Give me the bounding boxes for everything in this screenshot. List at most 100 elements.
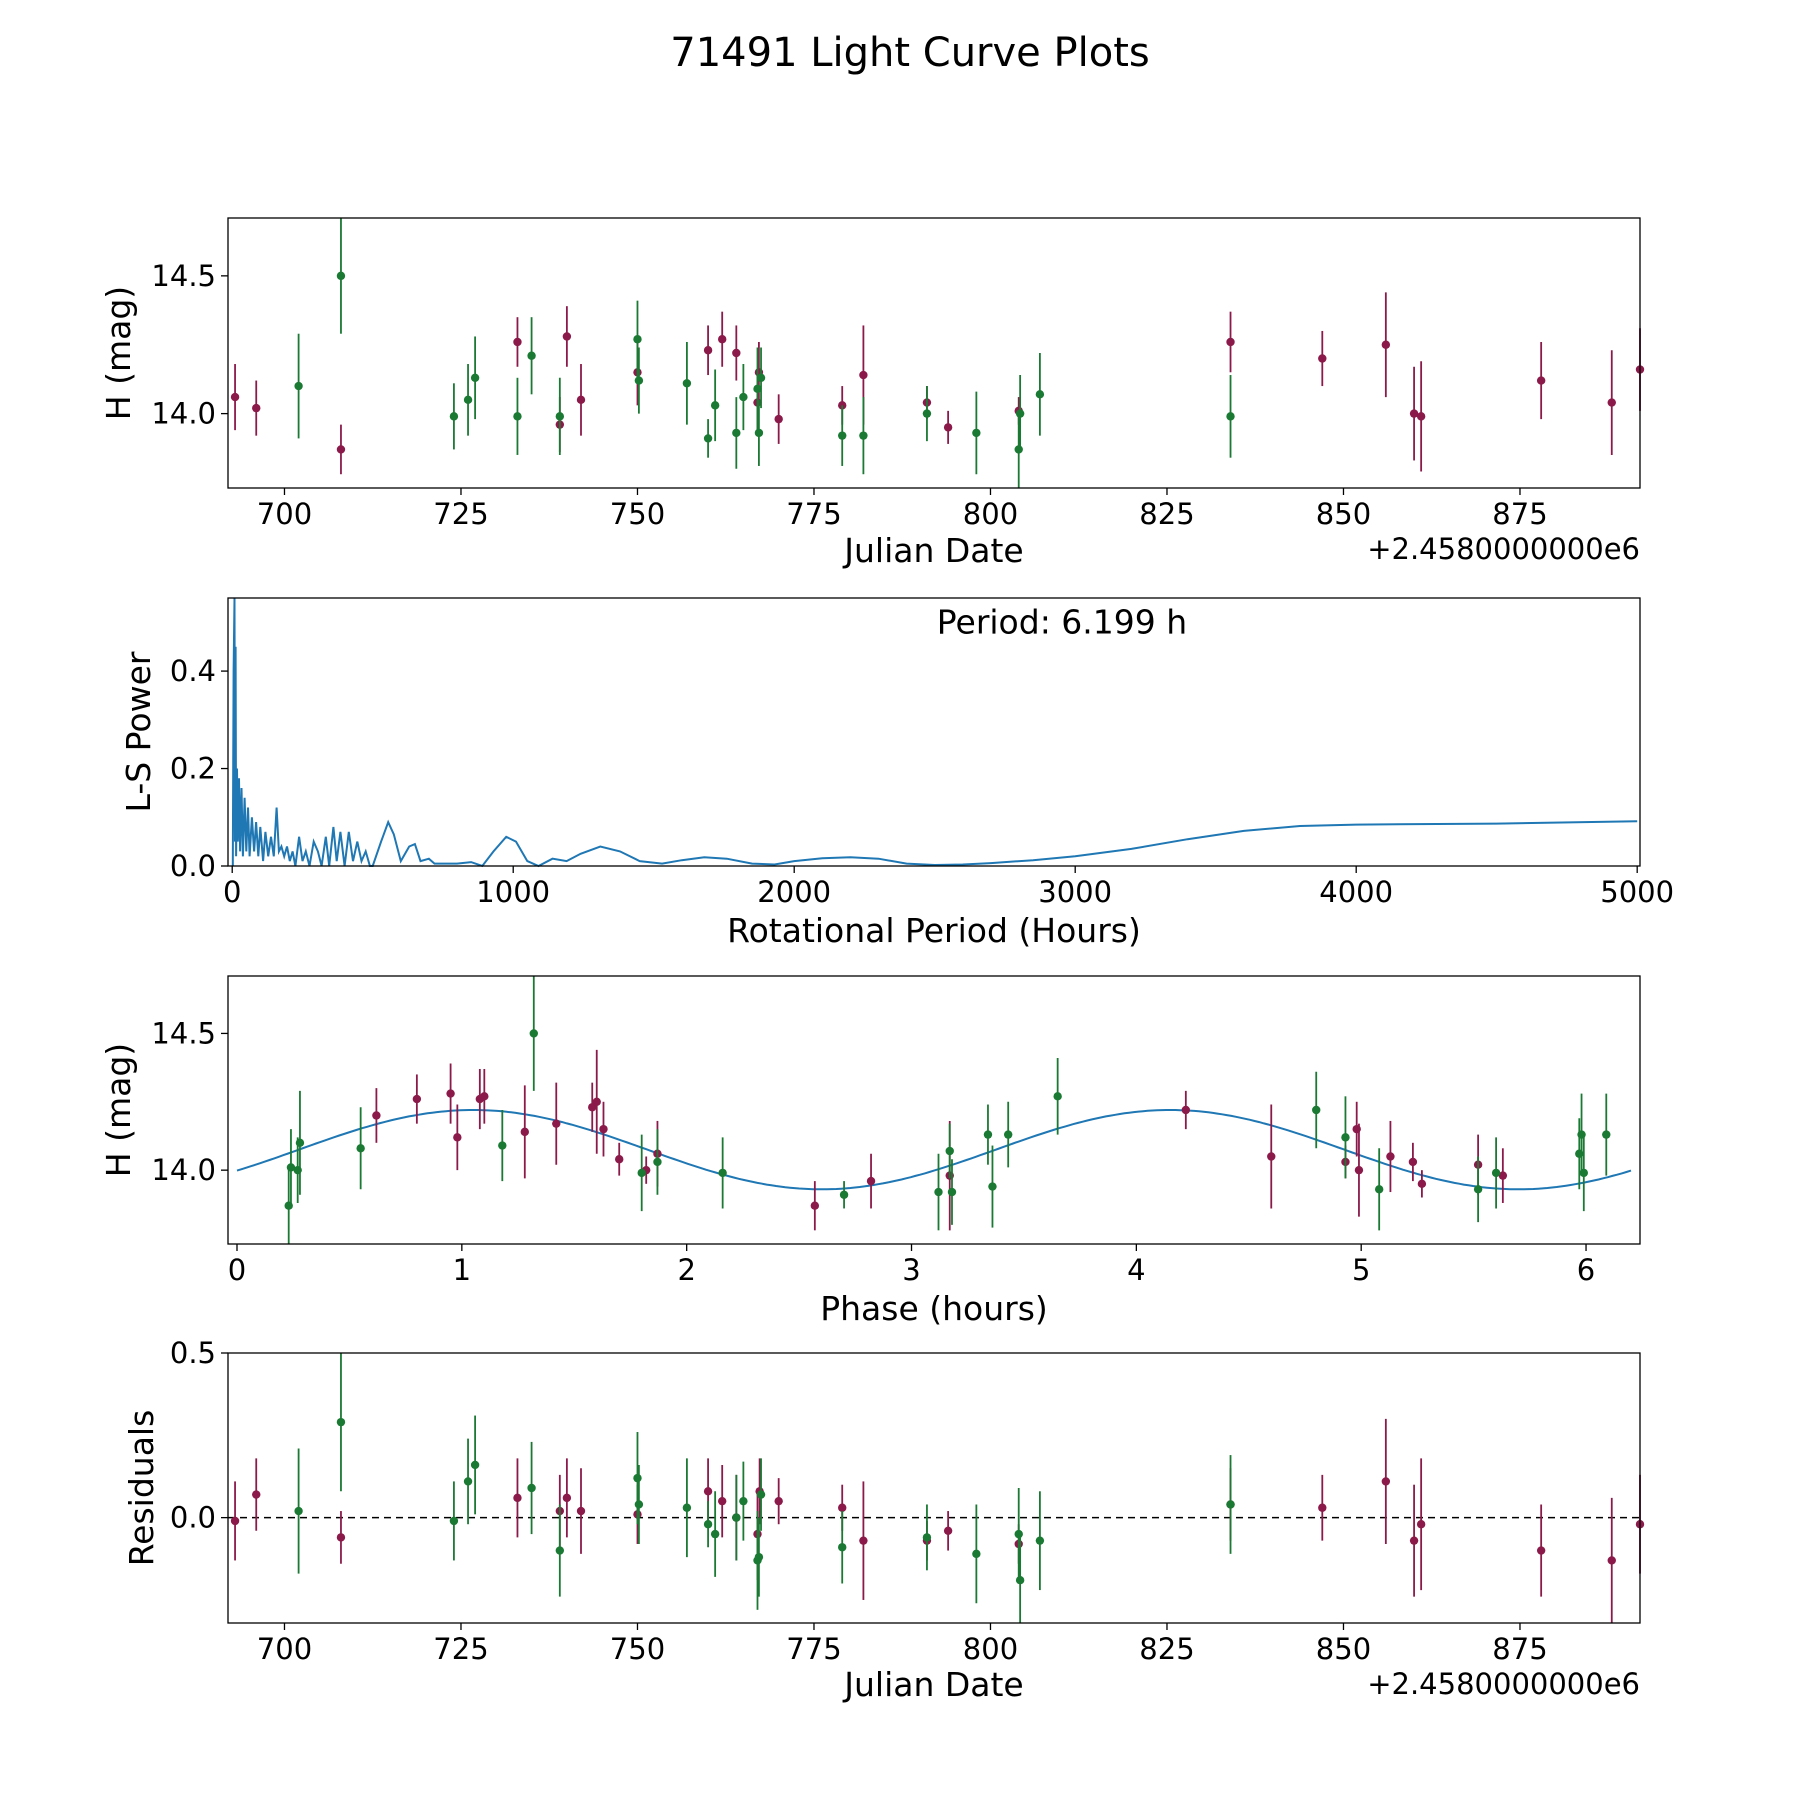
data-point-maroon <box>372 1111 381 1120</box>
data-point-green <box>739 1496 748 1506</box>
data-point-green <box>336 271 346 281</box>
residuals-x-ticks: 700 725 750 775 800 825 850 875 <box>257 1623 1548 1666</box>
data-point-green <box>1312 1105 1321 1115</box>
data-point-maroon <box>1267 1152 1276 1161</box>
data-point-maroon <box>412 1094 422 1104</box>
residuals-panel: 700 725 750 775 800 825 850 875 0.0 0.5 Julian D… <box>122 1336 1645 1704</box>
x-tick-label: 725 <box>433 497 488 531</box>
phase-y-label: H (mag) <box>99 1043 138 1177</box>
residuals-y-ticks: 0.0 0.5 <box>170 1336 228 1535</box>
x-tick-label: 850 <box>1316 1632 1371 1666</box>
data-point-maroon <box>1498 1171 1508 1180</box>
x-tick-label: 750 <box>610 1632 665 1666</box>
data-point-maroon <box>615 1155 624 1164</box>
data-point-green <box>1015 409 1025 418</box>
x-tick-label: 1000 <box>476 875 550 909</box>
residuals-offset-text: +2.4580000000e6 <box>1367 1667 1640 1701</box>
x-tick-label: 5000 <box>1600 875 1674 909</box>
x-tick-label: 825 <box>1139 1632 1194 1666</box>
phase-y-ticks: 14.0 14.5 <box>151 1016 228 1187</box>
data-point-maroon <box>562 332 572 341</box>
y-tick-label: 0.5 <box>170 1336 216 1370</box>
residuals-data <box>228 1353 1645 1623</box>
x-tick-label: 4000 <box>1319 875 1393 909</box>
data-point-green <box>633 1473 642 1483</box>
data-point-green <box>682 379 692 388</box>
lightcurve-panel: 700 725 750 775 800 825 850 875 14.0 14.5 Julian… <box>99 217 1645 570</box>
x-tick-label: 0 <box>223 875 241 909</box>
y-tick-label: 0.4 <box>170 654 216 688</box>
data-point-maroon <box>230 1516 240 1526</box>
residuals-y-label: Residuals <box>122 1410 161 1567</box>
data-point-maroon <box>1226 337 1235 347</box>
data-point-green <box>1035 1536 1045 1545</box>
data-point-green <box>294 381 303 391</box>
x-tick-label: 700 <box>257 1632 312 1666</box>
phase-x-ticks: 0 1 2 3 4 5 6 <box>228 1244 1595 1287</box>
data-point-maroon <box>703 1487 713 1496</box>
data-point-green <box>527 1483 536 1493</box>
data-point-green <box>555 412 565 421</box>
data-point-green <box>1602 1130 1611 1139</box>
data-point-green <box>983 1130 993 1139</box>
lightcurve-y-label: H (mag) <box>99 286 138 420</box>
data-point-green <box>754 428 764 438</box>
data-point-green <box>703 1520 713 1529</box>
data-point-green <box>756 373 766 382</box>
figure-title: 71491 Light Curve Plots <box>670 30 1149 76</box>
data-point-green <box>754 1552 764 1562</box>
phase-frame <box>227 975 1641 1245</box>
data-point-maroon <box>718 335 727 344</box>
periodogram-x-ticks: 0 1000 2000 3000 4000 5000 <box>223 866 1674 909</box>
x-tick-label: 2 <box>677 1253 695 1287</box>
data-point-green <box>463 1477 473 1486</box>
data-point-green <box>732 428 741 438</box>
data-point-maroon <box>732 348 741 358</box>
data-point-maroon <box>859 370 868 380</box>
data-point-green <box>633 335 642 344</box>
data-point-maroon <box>1181 1105 1191 1115</box>
lightcurve-offset-text: +2.4580000000e6 <box>1367 532 1640 566</box>
residuals-x-label: Julian Date <box>842 1665 1024 1704</box>
data-point-maroon <box>1354 1165 1364 1175</box>
data-point-green <box>555 1546 565 1555</box>
data-point-maroon <box>513 337 522 347</box>
data-point-maroon <box>1409 409 1419 418</box>
data-point-green <box>1341 1133 1350 1142</box>
x-tick-label: 0 <box>228 1253 246 1287</box>
data-point-green <box>972 428 981 438</box>
data-point-green <box>934 1187 943 1197</box>
data-point-green <box>732 1513 741 1522</box>
data-point-green <box>753 384 762 394</box>
phase-x-label: Phase (hours) <box>820 1289 1048 1328</box>
lightcurve-y-ticks: 14.0 14.5 <box>151 259 228 431</box>
data-point-green <box>1053 1092 1062 1101</box>
data-point-maroon <box>703 346 713 355</box>
periodogram-data <box>231 597 1638 868</box>
data-point-green <box>470 1460 480 1470</box>
data-point-green <box>922 409 932 418</box>
data-point-green <box>838 431 847 440</box>
data-point-maroon <box>252 1490 261 1499</box>
data-point-green <box>295 1138 305 1148</box>
data-point-green <box>718 1168 727 1178</box>
phase-data <box>236 976 1632 1244</box>
data-point-maroon <box>718 1496 727 1506</box>
data-point-maroon <box>943 1526 953 1536</box>
y-tick-label: 14.5 <box>151 259 216 293</box>
x-tick-label: 700 <box>257 497 312 531</box>
fit-curve <box>236 1109 1632 1191</box>
data-point-green <box>286 1163 296 1172</box>
x-tick-label: 3 <box>902 1253 920 1287</box>
data-point-green <box>839 1190 849 1199</box>
data-point-maroon <box>1416 412 1426 421</box>
y-tick-label: 0.0 <box>170 1501 216 1535</box>
data-point-green <box>527 351 536 360</box>
data-point-maroon <box>1408 1157 1418 1167</box>
data-point-green <box>1374 1185 1384 1194</box>
data-point-green <box>498 1141 507 1150</box>
data-point-green <box>1015 1575 1025 1585</box>
data-point-green <box>634 1500 644 1509</box>
data-point-green <box>838 1543 847 1552</box>
